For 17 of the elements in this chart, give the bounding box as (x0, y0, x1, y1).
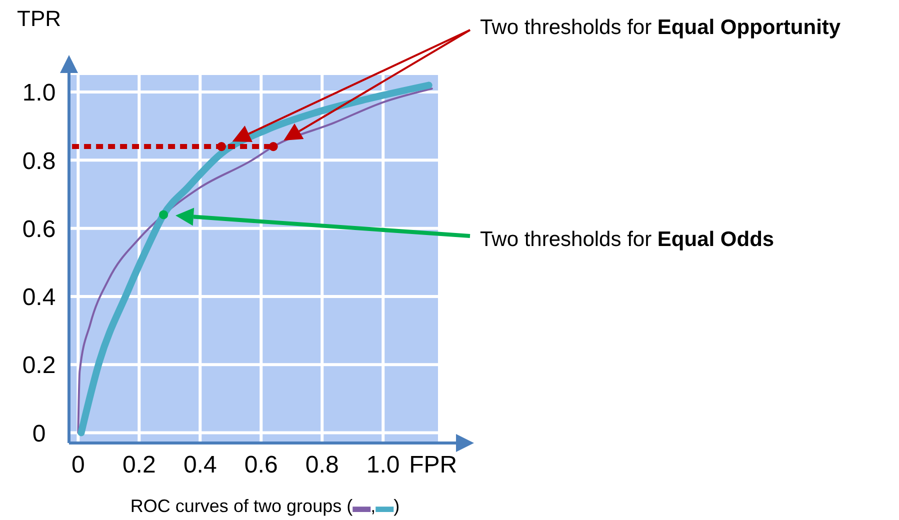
y-tick-label: 1.0 (22, 80, 56, 107)
y-tick-label: 0.2 (22, 352, 56, 380)
x-tick-label: 0.4 (183, 451, 217, 478)
text: Two thresholds for Equal Opportunity (480, 16, 841, 39)
x-tick-label: 0.6 (244, 451, 278, 478)
x-tick-label: 0.8 (305, 451, 339, 478)
x-tick-label: 0 (71, 451, 85, 478)
y-tick-label: 0 (32, 420, 46, 448)
y-tick-label: 0.4 (22, 284, 56, 312)
text: Two thresholds for Equal Odds (480, 228, 774, 251)
y-tick-label: 0.6 (22, 216, 56, 243)
y-axis-title: TPR (17, 6, 61, 31)
x-tick-label: 0.2 (122, 451, 156, 478)
x-axis-title: FPR (409, 451, 458, 478)
x-tick-label: 1.0 (366, 451, 400, 478)
y-tick-label: 0.8 (22, 148, 56, 175)
text: ROC curves of two groups (▬,▬) (130, 496, 400, 516)
